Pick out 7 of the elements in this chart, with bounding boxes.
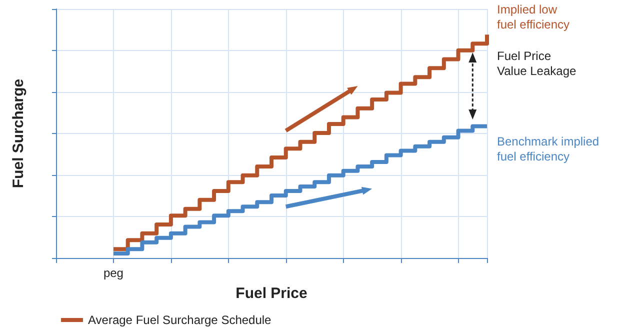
text: peg: [103, 266, 124, 280]
text: Benchmark implied fuel efficiency: [497, 134, 600, 164]
y-axis-title: Fuel Surcharge: [10, 78, 27, 188]
x-axis-title: Fuel Price: [236, 285, 308, 302]
legend-label: Average Fuel Surcharge Schedule: [88, 313, 272, 327]
text: Fuel Price Value Leakage: [497, 48, 577, 78]
text: Implied low fuel efficiency: [497, 2, 570, 32]
